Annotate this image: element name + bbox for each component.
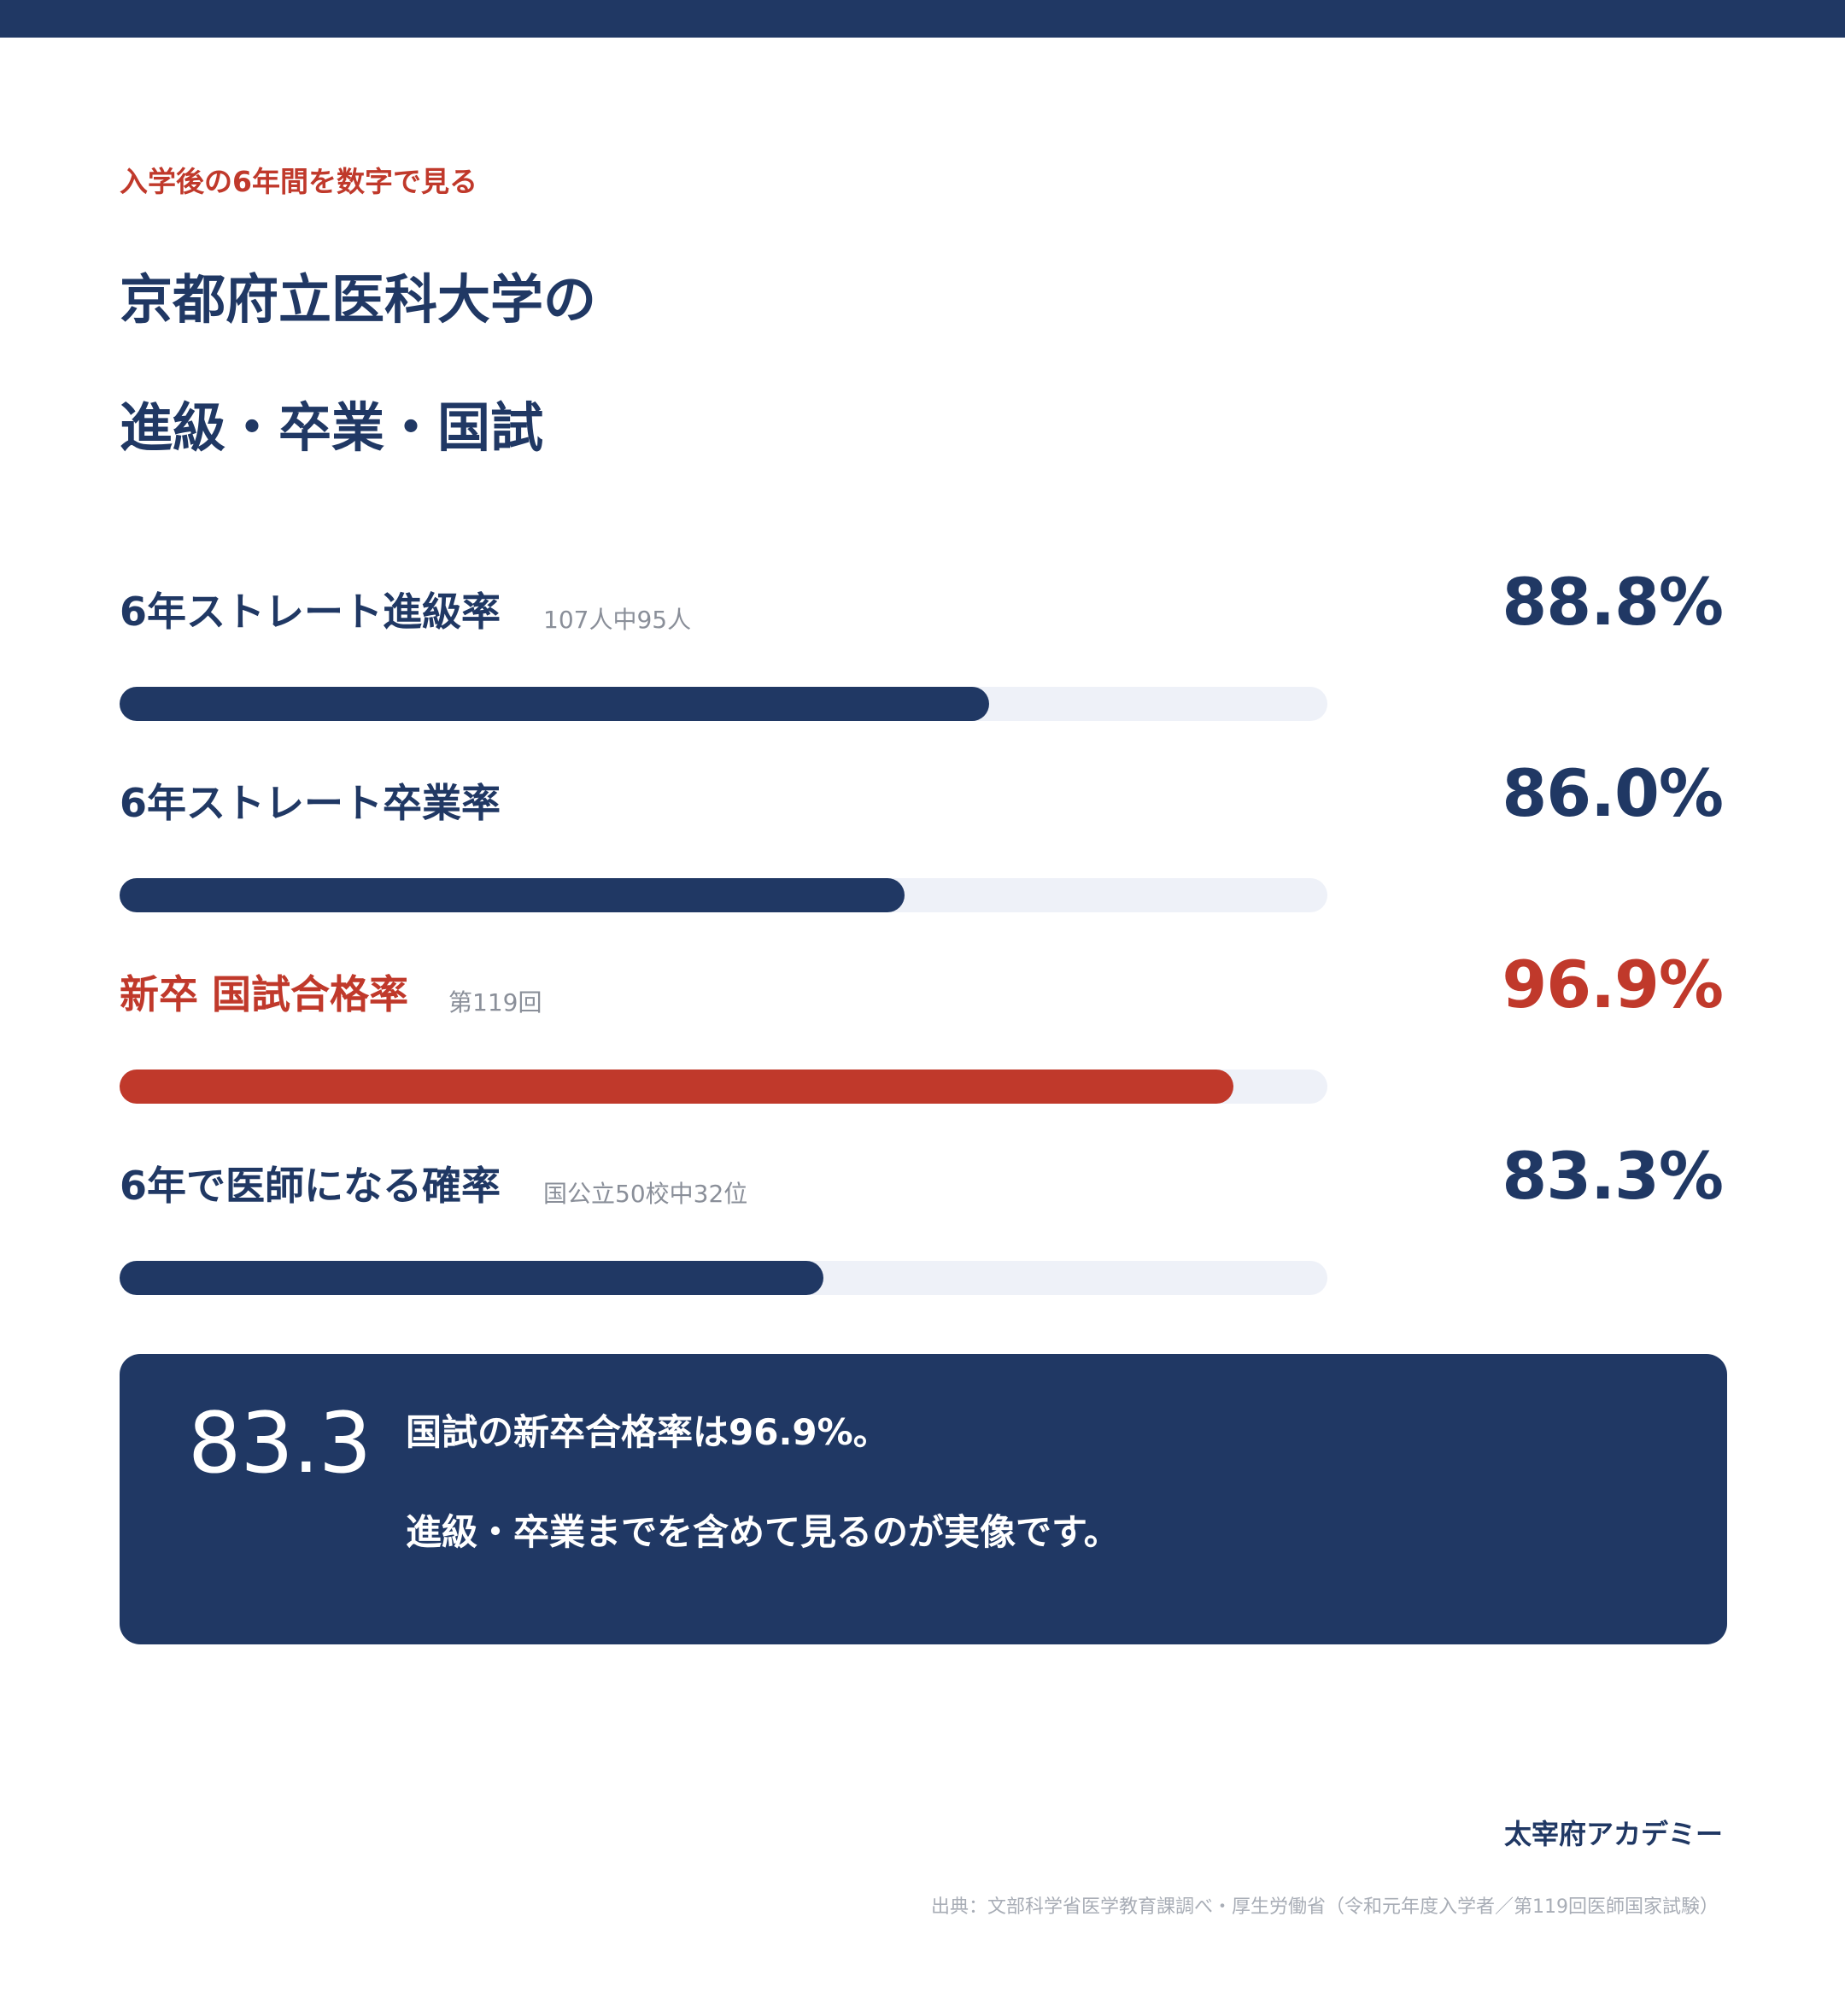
bar-track (120, 1070, 1327, 1104)
eyebrow-text: 入学後の6年間を数字で見る (120, 165, 477, 198)
metric-note: 国公立50校中32位 (543, 1180, 748, 1208)
bar-fill (120, 878, 905, 912)
bar-fill (120, 687, 989, 721)
source-citation: 出典：文部科学省医学教育課調べ・厚生労働省（令和元年度入学者／第119回医師国家… (931, 1896, 1719, 1918)
brand-name: 太宰府アカデミー (1503, 1818, 1723, 1850)
callout-number: 83.3 (188, 1395, 372, 1492)
callout-text-line-2: 進級・卒業までを含めて見るのが実像です。 (406, 1511, 1120, 1553)
page-title-line-2: 進級・卒業・国試 (120, 396, 544, 459)
metric-value: 96.9% (1502, 946, 1724, 1023)
metric-label: 6年で医師になる確率 (120, 1163, 501, 1209)
metric-value: 88.8% (1502, 564, 1724, 640)
metric-value: 83.3% (1502, 1138, 1724, 1214)
metric-note: 107人中95人 (543, 606, 692, 634)
page-title-line-1: 京都府立医科大学の (120, 268, 597, 331)
callout-text-line-1: 国試の新卒合格率は96.9%。 (406, 1411, 889, 1453)
bar-track (120, 1261, 1327, 1295)
metric-value: 86.0% (1502, 755, 1724, 831)
metric-note: 第119回 (448, 988, 542, 1017)
metric-label: 6年ストレート進級率 (120, 589, 501, 635)
metric-label: 6年ストレート卒業率 (120, 780, 501, 826)
summary-callout: 83.3 国試の新卒合格率は96.9%。 進級・卒業までを含めて見るのが実像です… (120, 1354, 1727, 1644)
bar-fill (120, 1070, 1233, 1104)
bar-fill (120, 1261, 823, 1295)
metric-label: 新卒 国試合格率 (120, 971, 409, 1017)
bar-track (120, 687, 1327, 721)
top-accent-bar (0, 0, 1845, 38)
bar-track (120, 878, 1327, 912)
